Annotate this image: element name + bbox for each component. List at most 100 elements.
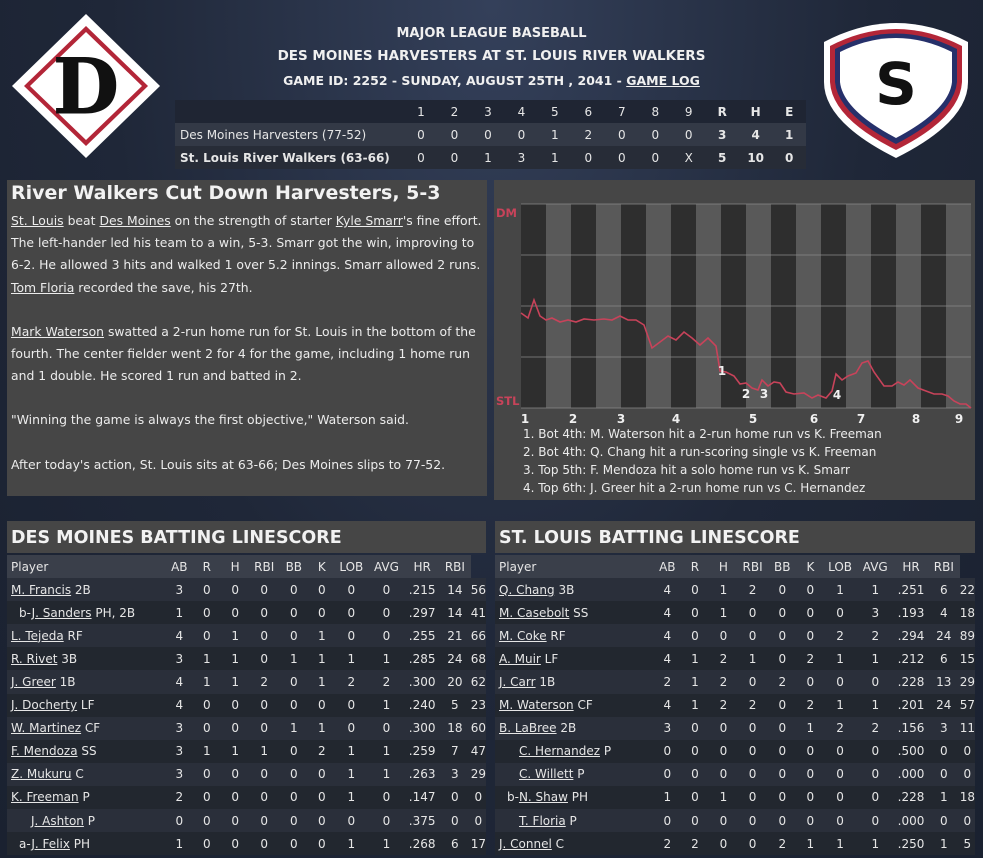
player-link[interactable]: J. Ashton	[31, 813, 84, 828]
stat-cell: .156	[894, 716, 928, 740]
player-link[interactable]: Q. Chang	[499, 582, 555, 597]
stat-cell: 24	[927, 693, 960, 717]
stat-cell: .000	[894, 762, 928, 786]
player-link-tom-floria[interactable]: Tom Floria	[11, 279, 75, 295]
player-link[interactable]: J. Sanders	[31, 605, 92, 620]
stat-cell: 0	[367, 624, 406, 648]
stat-cell: 0	[279, 578, 309, 602]
player-link[interactable]: J. Greer	[11, 675, 56, 690]
stat-cell: 14	[439, 601, 471, 625]
event-marker: 4	[833, 388, 841, 402]
stat-cell: 2	[367, 670, 406, 694]
player-position: P	[573, 767, 585, 782]
stat-cell: 3	[165, 739, 193, 763]
stat-cell: 0	[927, 762, 960, 786]
player-link[interactable]: J. Connel	[499, 836, 552, 851]
player-link[interactable]: J. Felix	[31, 836, 70, 851]
player-link-mark-waterson[interactable]: Mark Waterson	[11, 323, 105, 339]
story-quote: "Winning the game is always the first ob…	[11, 412, 409, 428]
stat-cell: 0	[823, 809, 857, 833]
stat-cell: 3	[653, 716, 681, 740]
player-link[interactable]: A. Muir	[499, 651, 541, 666]
stat-cell: 0	[767, 624, 798, 648]
player-link[interactable]: N. Shaw	[518, 790, 568, 805]
player-cell: B. LaBree 2B	[495, 716, 654, 740]
table-row: A. Muir LF 4 1 2 1 0 2 1 1.212 6 15	[495, 647, 975, 671]
event-marker: 1	[718, 364, 726, 378]
stat-cell: 0	[680, 785, 710, 810]
stat-cell: .228	[894, 670, 928, 694]
stat-cell: 0	[737, 809, 768, 833]
player-link[interactable]: K. Freeman	[11, 790, 79, 805]
stat-cell: 0	[823, 762, 857, 786]
player-cell: J. Ashton P	[7, 809, 166, 833]
stat-cell: 17	[470, 832, 486, 856]
player-link[interactable]: L. Tejeda	[11, 628, 64, 643]
stat-cell: 0	[249, 624, 280, 648]
stat-cell: 0	[470, 785, 486, 810]
inning-label: 3	[617, 412, 625, 426]
player-link[interactable]: B. LaBree	[499, 721, 557, 736]
player-cell: b-N. Shaw PH	[495, 785, 654, 810]
player-link[interactable]: R. Rivet	[11, 651, 58, 666]
stat-cell: 2	[823, 716, 857, 740]
stat-cell: 0	[308, 762, 335, 786]
stat-cell: 0	[856, 785, 895, 810]
stat-cell: 0	[308, 809, 335, 833]
player-link[interactable]: Z. Mukuru	[11, 767, 72, 782]
scoring-event: 1. Bot 4th: M. Waterson hit a 2-run home…	[523, 427, 882, 441]
player-link[interactable]: T. Floria	[519, 813, 566, 828]
stat-cell: 0	[249, 693, 280, 717]
stat-cell: 0	[249, 716, 280, 740]
inning-label: 5	[749, 412, 757, 426]
inning-header: 3	[471, 100, 505, 123]
stat-cell: 18	[959, 785, 975, 810]
player-link[interactable]: C. Willett	[519, 767, 574, 782]
player-link[interactable]: F. Mendoza	[11, 744, 78, 759]
column-header: HR	[894, 555, 928, 579]
table-row: M. Casebolt SS 4 0 1 0 0 0 0 3.193 4 18	[495, 601, 975, 625]
home-hits: 10	[738, 146, 773, 169]
stat-cell: 13	[927, 670, 960, 694]
stat-cell: 1	[334, 785, 368, 810]
inning-score: 0	[504, 123, 539, 146]
player-link-kyle-smarr[interactable]: Kyle Smarr	[335, 213, 403, 228]
stat-cell: 0	[680, 762, 710, 786]
team-link-st-louis[interactable]: St. Louis	[11, 213, 64, 228]
stat-cell: 2	[334, 670, 368, 694]
team-link-des-moines[interactable]: Des Moines	[99, 213, 171, 228]
player-link[interactable]: C. Hernandez	[519, 744, 600, 759]
player-link[interactable]: M. Coke	[499, 628, 547, 643]
player-link[interactable]: J. Carr	[499, 675, 536, 690]
player-link[interactable]: W. Martinez	[11, 721, 82, 736]
table-row: L. Tejeda RF 4 0 1 0 0 1 0 0.255 21 66	[7, 624, 486, 648]
table-row: C. Willett P 0 0 0 0 0 0 0 0.000 0 0	[495, 762, 975, 786]
player-link[interactable]: M. Casebolt	[499, 605, 570, 620]
stat-cell: 0	[856, 739, 895, 763]
player-cell: a-J. Felix PH	[7, 832, 166, 856]
stat-cell: .228	[894, 785, 928, 810]
player-position: RF	[546, 628, 566, 643]
stat-cell: 0	[249, 647, 280, 671]
player-link[interactable]: M. Waterson	[499, 698, 574, 713]
player-position: PH	[69, 836, 91, 851]
linescore-home-row: St. Louis River Walkers (63-66) 0 0 1 3 …	[175, 146, 806, 169]
linescore-table: 1 2 3 4 5 6 7 8 9 R H E Des Moines Harve…	[175, 100, 806, 169]
player-position: LF	[77, 698, 95, 713]
stat-cell: .285	[405, 647, 440, 671]
inning-score: 1	[538, 123, 572, 146]
stat-cell: 4	[165, 624, 193, 648]
column-header: RBI	[737, 555, 768, 579]
player-link[interactable]: M. Francis	[11, 582, 72, 597]
stat-cell: 1	[308, 647, 335, 671]
player-position: CF	[573, 698, 593, 713]
table-row: R. Rivet 3B 3 1 1 0 1 1 1 1.285 24 68	[7, 647, 486, 671]
table-row: J. Greer 1B 4 1 1 2 0 1 2 2.300 20 62	[7, 670, 486, 694]
player-link[interactable]: J. Docherty	[11, 698, 78, 713]
stat-cell: 0	[334, 578, 368, 602]
player-cell: R. Rivet 3B	[7, 647, 166, 671]
table-row: C. Hernandez P 0 0 0 0 0 0 0 0.500 0 0	[495, 739, 975, 763]
game-log-link[interactable]: GAME LOG	[626, 73, 700, 88]
stat-cell: .268	[405, 832, 440, 856]
stat-cell: 4	[927, 601, 960, 625]
